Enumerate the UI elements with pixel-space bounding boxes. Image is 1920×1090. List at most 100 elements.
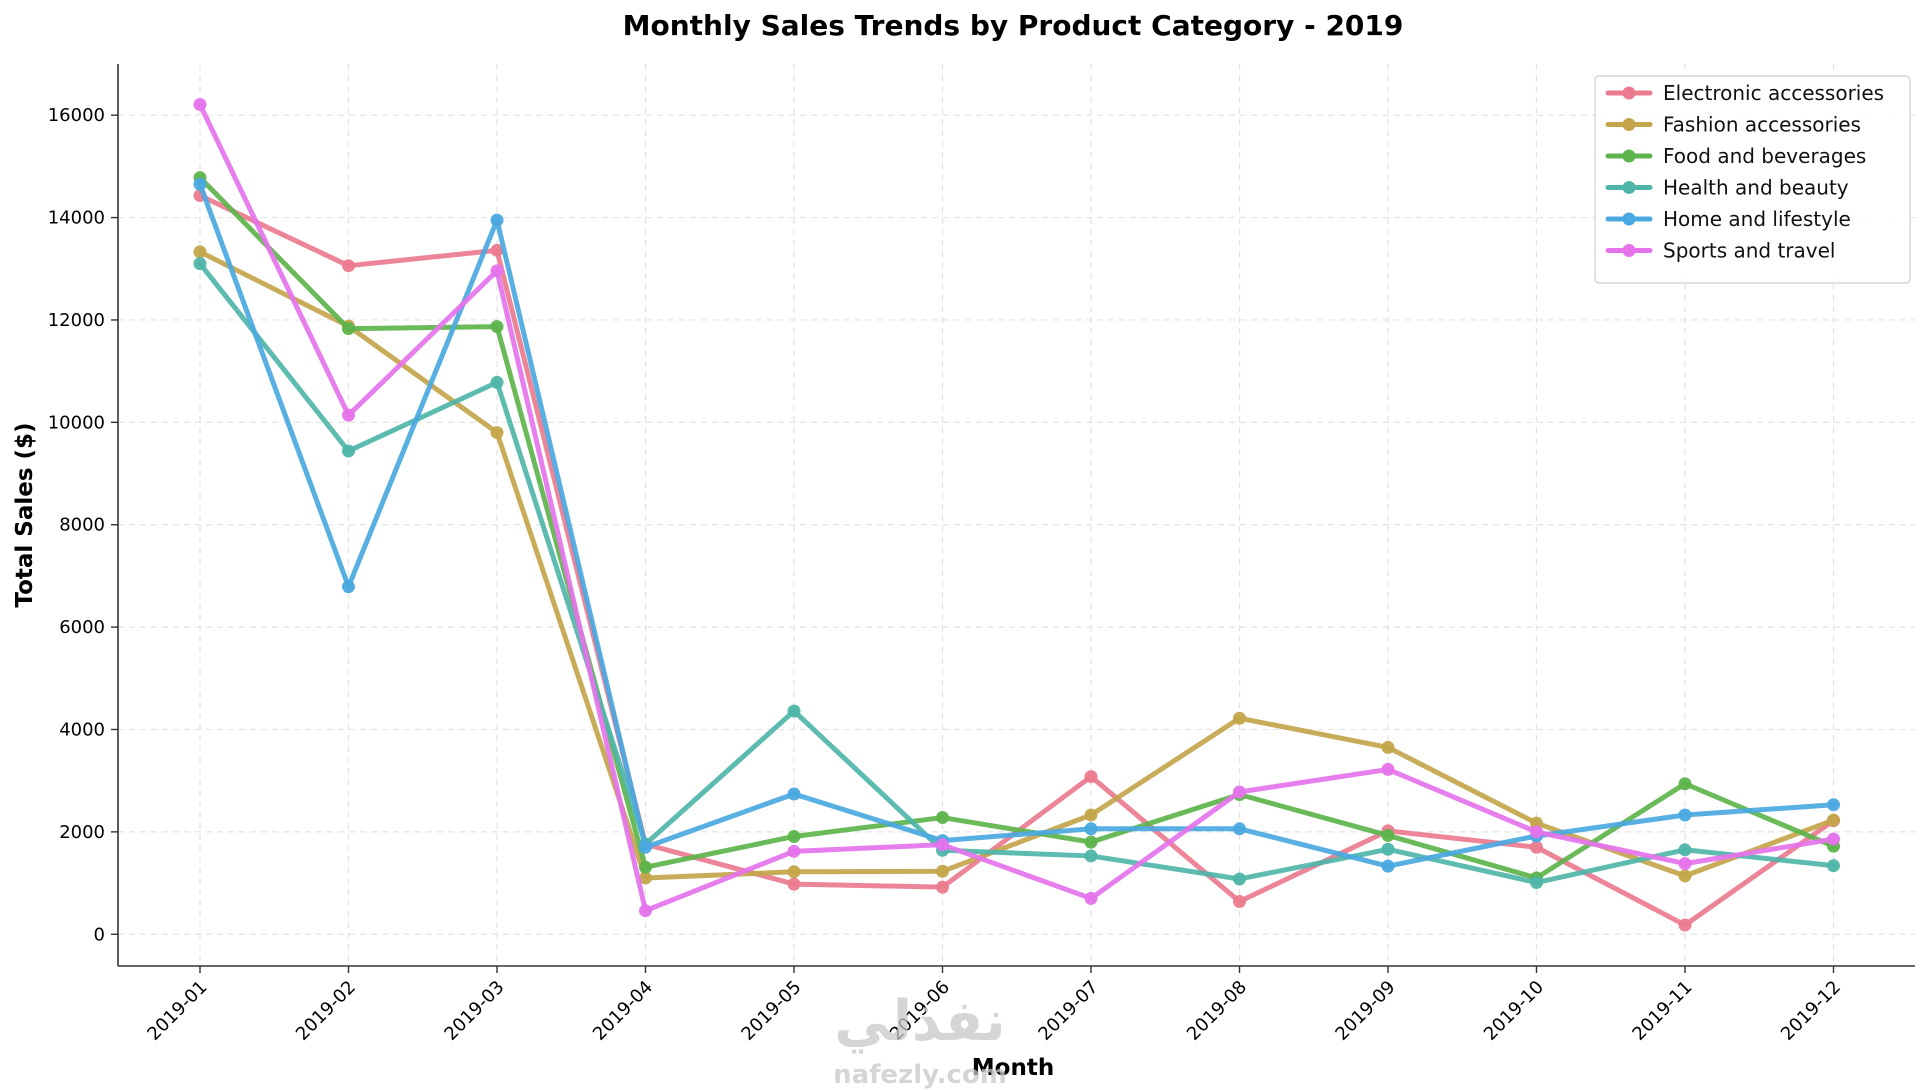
data-point: [1530, 840, 1543, 854]
data-point: [639, 904, 652, 918]
y-tick-label: 8000: [59, 515, 105, 536]
data-point: [1678, 918, 1692, 932]
data-point: [1084, 835, 1098, 849]
data-point: [1530, 876, 1543, 890]
data-point: [1678, 857, 1692, 871]
series-line: [197, 175, 1836, 881]
data-point: [193, 257, 207, 271]
data-point: [490, 426, 504, 440]
data-point: [342, 580, 355, 594]
y-tick-label: 10000: [48, 412, 105, 433]
x-tick-label: 2019-07: [1034, 977, 1102, 1045]
y-axis-label: Total Sales ($): [12, 422, 38, 607]
data-point: [1381, 842, 1395, 856]
data-point: [1084, 891, 1098, 905]
data-point: [193, 245, 207, 259]
data-point: [1233, 872, 1246, 886]
data-point: [787, 704, 801, 718]
legend-swatch-marker: [1622, 86, 1636, 100]
data-point: [936, 838, 949, 852]
legend-swatch-marker: [1622, 181, 1636, 194]
data-point: [1233, 785, 1246, 799]
data-point: [1381, 828, 1395, 842]
series-line: [197, 101, 1836, 914]
series-lines: [193, 97, 1840, 932]
data-point: [1827, 832, 1840, 846]
data-point: [787, 877, 801, 891]
y-tick-label: 12000: [48, 310, 105, 331]
data-point: [342, 322, 355, 336]
data-point: [1084, 822, 1098, 836]
data-point: [1084, 770, 1098, 784]
chart-title: Monthly Sales Trends by Product Category…: [623, 9, 1404, 42]
x-tick-label: 2019-03: [440, 977, 508, 1045]
legend-label: Food and beverages: [1663, 144, 1866, 168]
y-tick-label: 6000: [59, 617, 105, 638]
x-tick-label: 2019-01: [143, 977, 211, 1045]
data-point: [1381, 762, 1395, 776]
data-point: [1678, 808, 1692, 822]
legend-swatch-marker: [1622, 118, 1636, 131]
legend-box: [1594, 75, 1911, 284]
series-line: [197, 193, 1836, 928]
data-point: [490, 243, 504, 257]
data-point: [1233, 711, 1246, 725]
data-point: [342, 408, 355, 422]
data-point: [787, 844, 801, 858]
data-point: [490, 213, 504, 227]
x-tick-label: 2019-02: [292, 977, 360, 1045]
data-point: [342, 444, 355, 458]
y-tick-label: 14000: [48, 208, 105, 229]
watermark-arabic: نفذلي: [834, 989, 1005, 1054]
legend-swatch-marker: [1622, 149, 1636, 163]
watermark: نفذلي: [834, 989, 1005, 1054]
data-point: [490, 264, 504, 278]
data-point: [1233, 894, 1246, 908]
data-point: [1084, 808, 1098, 822]
series-group: [193, 177, 1840, 873]
data-point: [1678, 843, 1692, 857]
y-tick-label: 16000: [48, 105, 105, 126]
x-tick-label: 2019-04: [589, 977, 657, 1045]
data-point: [1381, 740, 1395, 754]
data-point: [1827, 798, 1840, 812]
series-group: [193, 245, 1840, 885]
data-point: [639, 871, 652, 885]
legend-swatch-marker: [1622, 212, 1636, 226]
y-tick-label: 4000: [59, 719, 105, 740]
data-point: [1084, 849, 1098, 863]
x-tick-label: 2019-12: [1777, 977, 1845, 1045]
series-group: [193, 171, 1840, 885]
data-point: [490, 320, 504, 334]
data-point: [787, 865, 801, 879]
legend-label: Health and beauty: [1663, 176, 1849, 200]
series-group: [193, 189, 1840, 932]
legend: Electronic accessories Fashion accessorie…: [1594, 75, 1911, 284]
data-point: [639, 860, 652, 874]
series-line: [197, 181, 1836, 869]
legend-label: Sports and travel: [1663, 239, 1835, 263]
data-point: [936, 880, 949, 894]
data-point: [639, 840, 652, 854]
data-point: [342, 259, 355, 273]
data-point: [787, 829, 801, 843]
data-point: [936, 864, 949, 878]
y-tick-label: 0: [94, 924, 105, 945]
legend-label: Electronic accessories: [1663, 81, 1884, 105]
x-tick-label: 2019-09: [1331, 977, 1399, 1045]
series-line: [197, 261, 1836, 886]
data-point: [1827, 813, 1840, 827]
x-axis-label: Month: [972, 1055, 1054, 1081]
data-point: [1678, 869, 1692, 883]
data-point: [193, 97, 207, 111]
series-group: [193, 257, 1840, 890]
data-point: [193, 177, 207, 191]
legend-swatch-marker: [1622, 244, 1636, 257]
legend-label: Home and lifestyle: [1663, 207, 1851, 231]
watermark-latin: nafezly.com: [833, 1060, 1007, 1090]
series-group: [193, 97, 1840, 918]
data-point: [490, 375, 504, 389]
x-tick-label: 2019-11: [1628, 977, 1696, 1045]
data-point: [787, 787, 801, 801]
